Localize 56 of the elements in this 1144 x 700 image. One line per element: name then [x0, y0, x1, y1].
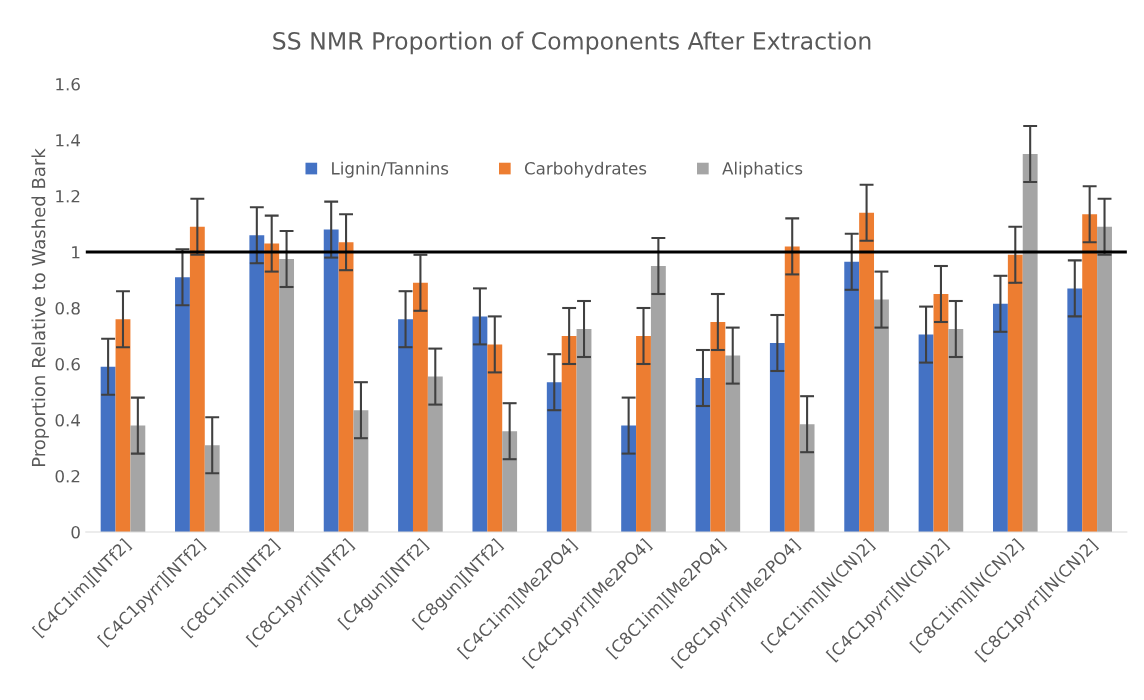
chart-title: SS NMR Proportion of Components After Extraction — [273, 31, 871, 55]
y-tick-label: 1.2 — [56, 189, 80, 203]
bar — [576, 329, 592, 532]
bar — [636, 336, 651, 532]
y-tick-label: 1 — [72, 246, 80, 259]
bar — [844, 261, 860, 532]
y-tick-label: 0 — [71, 525, 80, 539]
bar — [502, 431, 518, 532]
bar — [561, 336, 577, 532]
legend-label: Lignin/Tannins — [332, 161, 449, 178]
bar — [799, 424, 815, 532]
bar — [1022, 154, 1038, 532]
bar — [546, 382, 562, 532]
bar — [323, 229, 339, 532]
bar — [398, 319, 413, 532]
bar — [249, 235, 265, 532]
y-tick-label: 1.4 — [56, 134, 80, 147]
bar — [948, 329, 964, 532]
bar — [175, 277, 190, 532]
bar — [130, 425, 146, 532]
bar — [338, 242, 354, 532]
bar — [1007, 254, 1023, 532]
y-tick-label: 0.4 — [55, 413, 80, 427]
bar — [933, 294, 949, 532]
bar — [992, 303, 1008, 532]
bar — [710, 322, 726, 532]
bar — [1067, 288, 1083, 532]
bar — [725, 355, 741, 532]
y-tick-label: 0.8 — [55, 301, 80, 315]
bar — [1097, 226, 1112, 532]
bar — [695, 378, 711, 532]
y-tick-label: 1.6 — [56, 77, 80, 91]
legend-label: Aliphatics — [722, 161, 803, 178]
bar — [650, 266, 666, 532]
bar — [487, 344, 503, 532]
legend-label: Carbohydrates — [524, 161, 647, 178]
y-tick-label: 0.2 — [55, 469, 80, 483]
bar — [621, 425, 637, 532]
bar — [784, 246, 800, 532]
bar — [412, 282, 428, 532]
bar — [279, 259, 295, 532]
bar — [427, 376, 443, 532]
bar — [859, 212, 875, 532]
bar — [918, 334, 934, 532]
bar — [874, 299, 889, 532]
bar — [115, 319, 131, 532]
bar — [264, 243, 280, 532]
bar — [353, 410, 369, 532]
bar — [472, 316, 488, 532]
bar — [100, 366, 116, 532]
y-axis-title: Proportion Relative to Washed Bark — [31, 148, 49, 467]
bar — [1082, 214, 1098, 532]
bar — [204, 445, 220, 532]
bar — [769, 343, 785, 532]
y-tick-label: 0.6 — [55, 357, 80, 371]
bar — [189, 226, 205, 532]
